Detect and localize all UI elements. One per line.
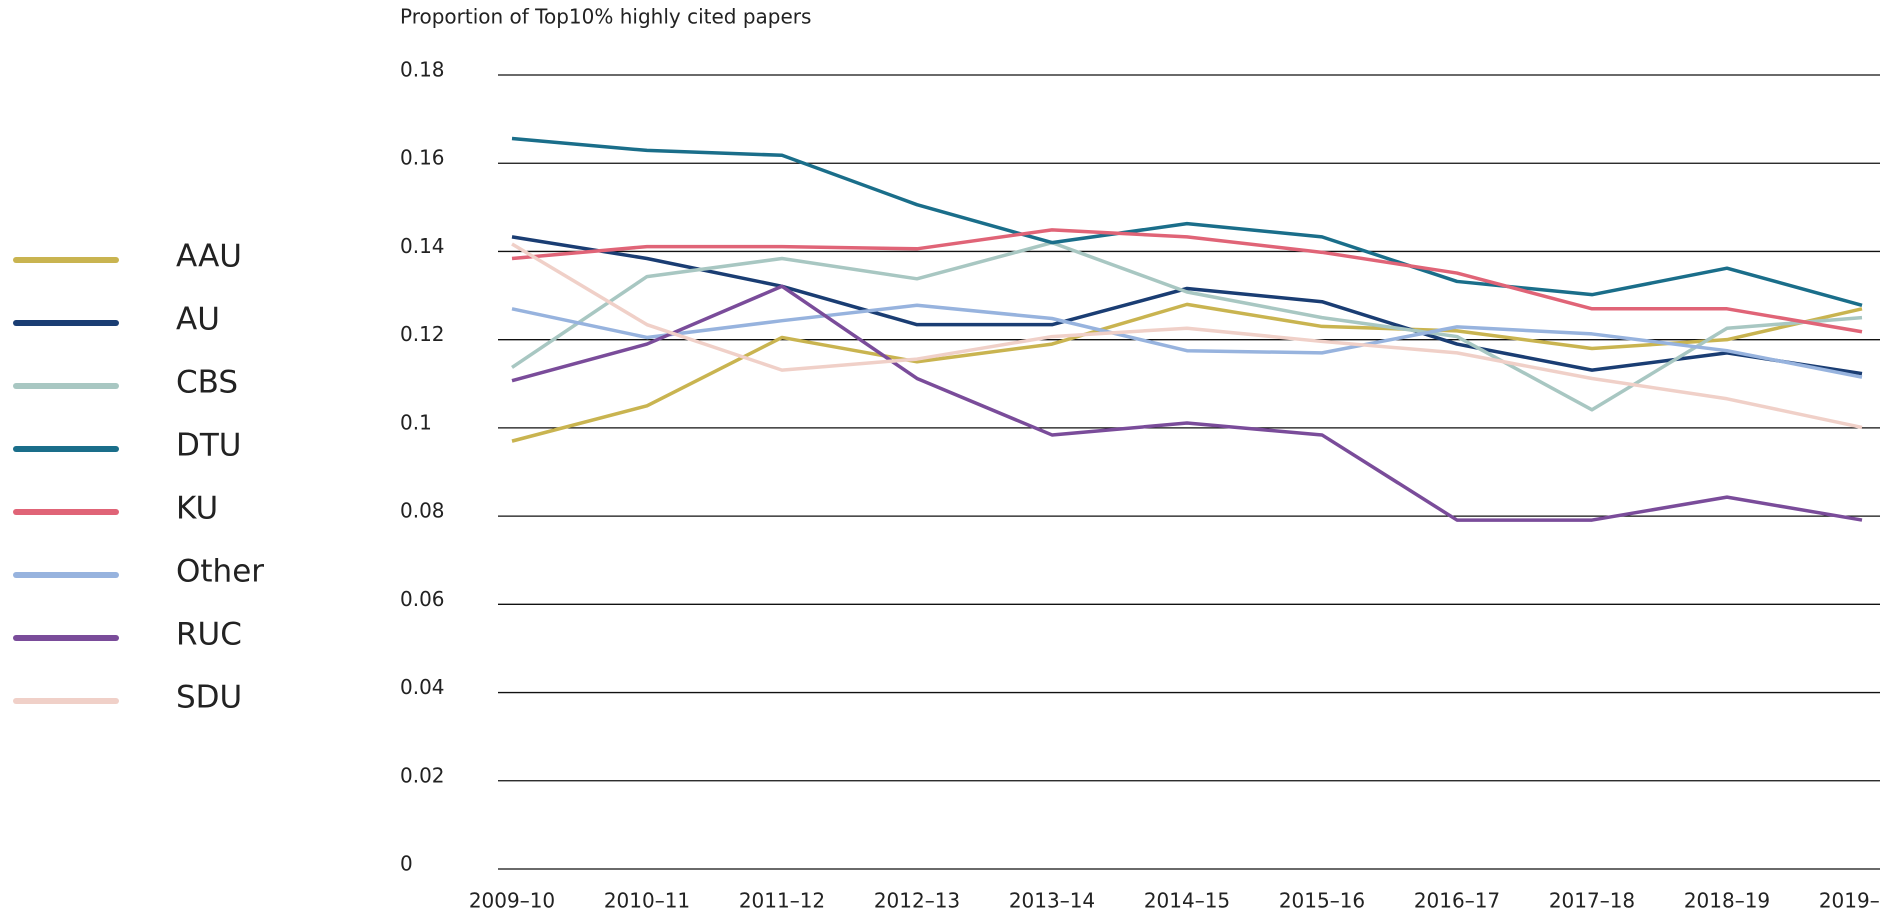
series-line [511,303,1863,379]
x-tick-label: 2016–17 [1414,889,1500,913]
y-tick-label: 0.14 [400,234,445,258]
legend-label: CBS [176,365,238,401]
x-tick-label: 2018–19 [1684,889,1770,913]
y-tick-label: 0.02 [400,763,445,787]
series-line [511,242,1863,430]
x-tick-label: 2019–20 [1819,889,1880,913]
series-line [511,240,1863,412]
y-tick-label: 0 [400,852,413,876]
legend-label: AAU [176,239,242,275]
y-tick-label: 0.08 [400,499,445,523]
legend-label: RUC [176,617,242,653]
legend-label: KU [176,491,218,527]
series-line [511,302,1863,443]
x-tick-label: 2017–18 [1549,889,1635,913]
series-line [511,136,1863,307]
x-tick-label: 2010–11 [604,889,690,913]
x-tick-label: 2012–13 [874,889,960,913]
x-tick-label: 2014–15 [1144,889,1230,913]
y-axis-label: Proportion of Top10% highly cited papers [400,5,811,29]
x-tick-label: 2009–10 [469,889,555,913]
series-line [511,284,1863,522]
y-tick-label: 0.18 [400,58,445,82]
legend-label: AU [176,302,220,338]
y-tick-label: 0.16 [400,146,445,170]
x-tick-label: 2013–14 [1009,889,1095,913]
legend-label: SDU [176,680,242,716]
legend-label: Other [176,554,264,590]
series-line [511,235,1863,376]
x-tick-label: 2011–12 [739,889,825,913]
legend-label: DTU [176,428,242,464]
series-line [511,228,1863,334]
y-tick-label: 0.12 [400,322,445,346]
y-tick-label: 0.1 [400,410,432,434]
y-tick-label: 0.06 [400,587,445,611]
x-tick-label: 2015–16 [1279,889,1365,913]
y-tick-label: 0.04 [400,675,445,699]
